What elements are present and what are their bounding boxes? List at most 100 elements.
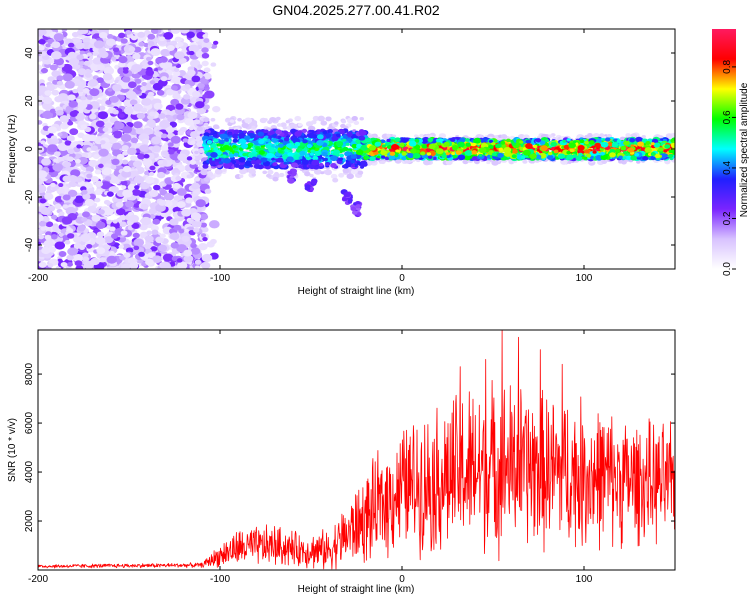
- spectrogram-cell: [267, 169, 274, 175]
- spectrogram-cell: [160, 48, 171, 57]
- spectrogram-cell: [80, 152, 89, 159]
- spectrogram-cell: [77, 101, 88, 110]
- spectrogram-cell: [213, 40, 219, 45]
- spectrogram-cell: [130, 137, 139, 144]
- spectrogram-cell: [198, 243, 208, 251]
- spectrogram-cell: [68, 57, 80, 66]
- spectrogram-cell: [150, 29, 159, 34]
- spectrogram-cell: [47, 126, 58, 134]
- spectrogram-cell: [239, 174, 244, 178]
- spectrogram-cell: [166, 44, 175, 52]
- spectrogram-cell: [53, 57, 65, 66]
- spectrogram-cell: [143, 153, 150, 159]
- spectrogram-cell: [88, 79, 99, 87]
- spectrogram-cell: [131, 63, 143, 73]
- spectrogram-cell: [194, 150, 199, 155]
- spectrogram-cell: [176, 261, 188, 269]
- spectrogram-cell: [102, 127, 109, 132]
- spectrogram-cell: [68, 100, 78, 108]
- spectrogram-cell: [153, 102, 163, 110]
- spectrogram-cell: [522, 134, 530, 140]
- spectrogram-cell: [51, 41, 61, 49]
- spectrogram-cell: [62, 73, 73, 82]
- spectrogram-cell: [69, 174, 76, 180]
- spectrogram-cell: [78, 156, 88, 165]
- spectrogram-cell: [170, 135, 181, 144]
- spectrogram-cell: [202, 237, 208, 242]
- spectrogram-cell: [579, 139, 585, 144]
- spectrogram-cell: [128, 46, 136, 52]
- spectrogram-cell: [51, 214, 58, 220]
- spectrogram-cell: [45, 221, 54, 228]
- spectrogram-cell: [113, 132, 122, 139]
- spectrogram-cell: [177, 153, 188, 161]
- spectrogram-cell: [181, 208, 192, 217]
- spectrogram-cell: [66, 135, 75, 142]
- spectrogram-cell: [208, 135, 214, 140]
- spectrogram-cell: [38, 261, 47, 268]
- spectrogram-cell: [105, 176, 112, 181]
- spectrogram-cell: [133, 175, 145, 184]
- spectrogram-cell: [132, 53, 141, 60]
- spectrogram-cell: [369, 156, 376, 162]
- spectrogram-cell: [625, 133, 631, 138]
- spectrogram-cell: [237, 117, 242, 122]
- spectrogram-cell: [203, 177, 210, 182]
- spectrogram-cell: [187, 111, 198, 120]
- spectrogram-cell: [160, 261, 171, 269]
- spectrogram-cell: [140, 107, 148, 113]
- spectrogram-cell: [64, 239, 71, 245]
- spectrogram-cell: [262, 170, 268, 175]
- spectrogram-cell: [618, 159, 623, 164]
- spectrogram-cell: [98, 163, 104, 169]
- spectrogram-cell: [191, 219, 202, 228]
- spectrogram-cell: [294, 115, 302, 122]
- spectrogram-cell: [105, 38, 116, 47]
- spectrogram-cell: [57, 142, 69, 152]
- spectrogram-cell: [42, 96, 53, 105]
- spectrogram-cell: [121, 185, 127, 190]
- spectrogram-cell: [359, 117, 364, 121]
- spectrogram-cell: [171, 256, 178, 261]
- spectrogram-cell: [185, 197, 194, 204]
- spectrogram-cell: [40, 67, 49, 74]
- spectrogram-cell: [47, 76, 55, 82]
- spectrogram-cell: [62, 204, 69, 209]
- spectrogram-cell: [44, 90, 52, 96]
- spectrogram-cell: [636, 160, 641, 164]
- spectrogram-cell: [112, 109, 119, 115]
- spectrogram-cell: [100, 181, 111, 190]
- spectrogram-cell: [486, 160, 491, 165]
- spectrogram-cell: [71, 31, 79, 38]
- spectrogram-cell: [201, 52, 210, 59]
- spectrogram-cell: [58, 211, 65, 216]
- spectrogram-cell: [106, 191, 114, 197]
- spectrogram-cell: [202, 104, 210, 110]
- spectrogram-cell: [174, 51, 185, 60]
- spectrogram-cell: [89, 113, 97, 120]
- spectrogram-cell: [312, 115, 320, 121]
- spectrogram-cell: [39, 198, 47, 204]
- spectrogram-cell: [66, 262, 74, 267]
- spectrogram-cell: [56, 80, 64, 86]
- spectrogram-cell: [200, 222, 208, 228]
- spectrogram-cell: [301, 128, 308, 133]
- spectrogram-cell: [40, 140, 46, 145]
- spectrogram-cell: [251, 125, 256, 129]
- spectrogram-cell: [118, 244, 125, 249]
- spectrogram-cell: [43, 239, 54, 248]
- spectrogram-cell: [127, 81, 137, 89]
- spectrogram-cell: [131, 222, 140, 229]
- spectrogram-cell: [179, 57, 187, 64]
- spectrogram-cell: [47, 144, 58, 153]
- spectrogram-cell: [194, 259, 202, 265]
- spectrogram-cell: [181, 235, 190, 242]
- spectrogram-cell: [56, 188, 65, 195]
- spectrogram-cell: [138, 41, 145, 47]
- spectrogram-cell: [567, 160, 572, 164]
- spectrogram-cell: [201, 60, 209, 67]
- spectrogram-cell: [38, 120, 43, 125]
- spectrogram-cell: [84, 72, 92, 78]
- spectrogram-cell: [222, 151, 228, 156]
- spectrogram-cell: [380, 160, 386, 165]
